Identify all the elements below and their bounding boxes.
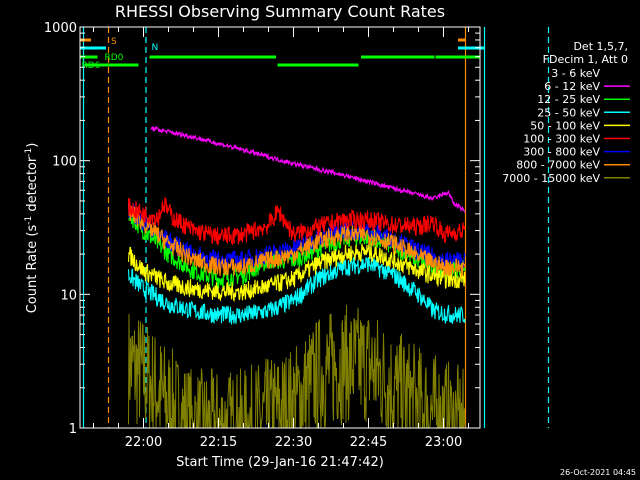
series-line-7 — [127, 202, 466, 277]
x-tick-label-0: 22:00 — [125, 435, 162, 450]
legend-label-3: 25 - 50 keV — [537, 106, 600, 119]
series-layer — [127, 111, 466, 429]
legend-label-6: 300 - 800 keV — [523, 146, 600, 159]
flag-label-1: N — [152, 43, 159, 53]
legend-label-7: 800 - 7000 keV — [516, 159, 600, 172]
y-tick-label-3: 1000 — [44, 21, 77, 36]
x-tick-label-1: 22:15 — [200, 435, 237, 450]
flag-label-0: S — [111, 37, 117, 47]
x-tick-label-2: 22:30 — [275, 435, 312, 450]
y-axis-label-sup2: -1 — [24, 148, 34, 157]
legend-header-1: Det 1,5,7, — [573, 40, 628, 53]
series-line-8 — [128, 304, 466, 429]
x-tick-label-4: 23:00 — [425, 435, 462, 450]
legend-label-4: 50 - 100 keV — [530, 119, 600, 132]
legend-label-1: 6 - 12 keV — [544, 80, 600, 93]
chart-title: RHESSI Observing Summary Count Rates — [115, 2, 445, 21]
y-axis-label-main: Count Rate (s — [25, 225, 40, 314]
x-axis-label: Start Time (29-Jan-16 21:47:42) — [176, 455, 384, 470]
y-axis-label: Count Rate (s-1 detector-1) — [24, 143, 40, 314]
y-axis-label-end: ) — [25, 143, 40, 148]
series-line-0 — [150, 111, 466, 173]
series-line-1 — [150, 125, 466, 213]
flag-label-3: RD6 — [82, 61, 101, 71]
vertical-markers — [82, 27, 550, 428]
y-tick-label-1: 10 — [60, 288, 77, 303]
x-tick-label-3: 22:45 — [350, 435, 387, 450]
legend-label-5: 100 - 300 keV — [523, 133, 600, 146]
series-line-3 — [127, 256, 466, 325]
flag-label-2: RD0 — [105, 53, 124, 63]
y-tick-label-0: 1 — [69, 422, 77, 437]
legend-header-2: FDecim 1, Att 0 — [543, 53, 628, 66]
legend-label-0: 3 - 6 keV — [551, 67, 600, 80]
legend-label-8: 7000 - 15000 keV — [502, 172, 600, 185]
x-axis: 22:00 22:15 22:30 22:45 23:00 — [93, 27, 469, 450]
y-axis: 1 10 100 1000 — [44, 21, 480, 437]
footer-timestamp: 26-Oct-2021 04:45 — [560, 468, 636, 477]
series-line-4 — [127, 242, 466, 303]
y-axis-label-sup1: -1 — [24, 216, 34, 225]
y-tick-label-2: 100 — [52, 155, 77, 170]
plot-frame — [79, 26, 481, 429]
legend-label-2: 12 - 25 keV — [537, 93, 600, 106]
series-line-5 — [127, 196, 466, 246]
y-axis-label-mid: detector — [25, 156, 40, 216]
